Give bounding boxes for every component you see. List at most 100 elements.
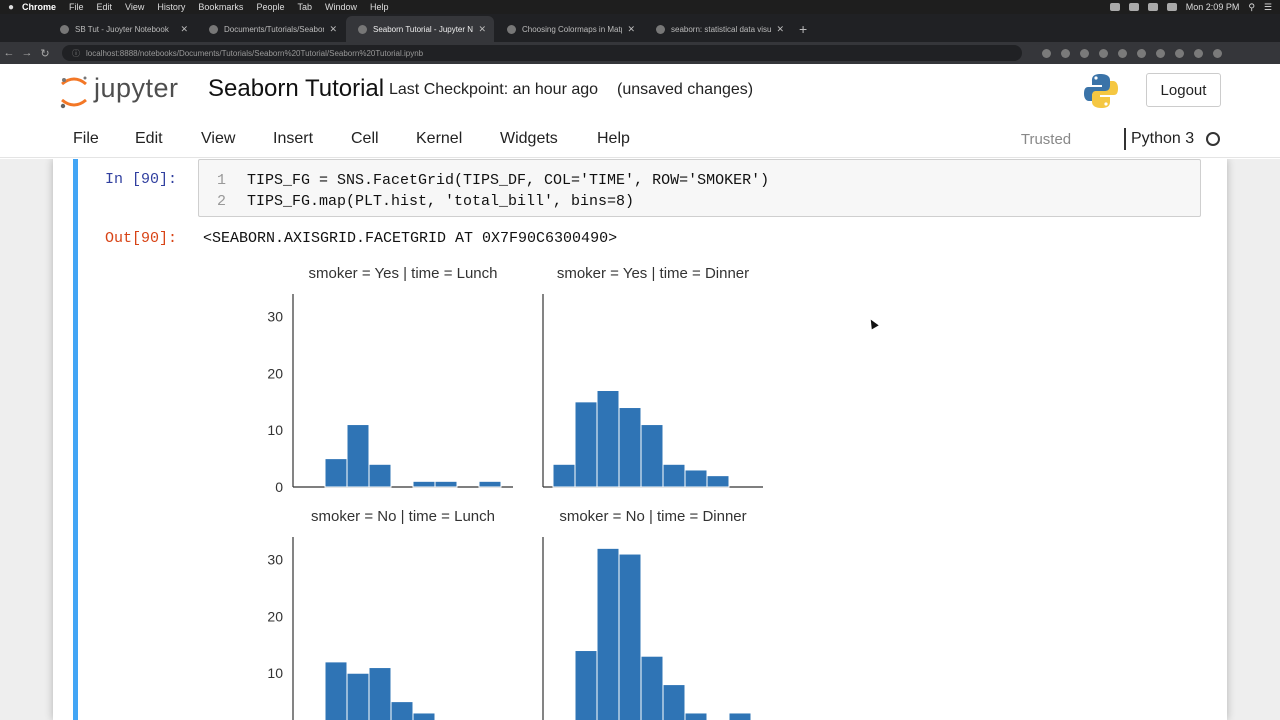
jupyter-logo-text[interactable]: jupyter — [94, 73, 179, 103]
new-tab-button[interactable]: + — [799, 21, 808, 37]
tab-favicon-icon — [507, 24, 516, 34]
histogram-bar — [324, 661, 348, 720]
apple-icon[interactable]: ● — [7, 1, 15, 13]
menu-file[interactable]: File — [73, 130, 99, 147]
os-menu-bookmarks[interactable]: Bookmarks — [198, 2, 244, 12]
back-icon[interactable]: ← — [3, 47, 15, 59]
chrome-menu-icon[interactable] — [1213, 48, 1222, 58]
menu-kernel[interactable]: Kernel — [416, 130, 463, 147]
output-prompt: Out[90]: — [105, 230, 178, 247]
notification-center-icon[interactable]: ☰ — [1263, 1, 1272, 12]
histogram-bar — [684, 469, 708, 488]
os-menu-edit[interactable]: Edit — [96, 2, 113, 12]
reload-icon[interactable]: ↻ — [40, 47, 50, 60]
browser-tab[interactable]: Choosing Colormaps in Matp ✕ — [495, 16, 643, 42]
zoom-icon[interactable] — [1042, 48, 1051, 58]
menu-cell[interactable]: Cell — [351, 130, 379, 147]
y-tick-label: 30 — [267, 309, 283, 325]
code-editor[interactable]: 1 2 TIPS_FG = SNS.FacetGrid(TIPS_DF, COL… — [198, 159, 1201, 217]
notebook-container[interactable]: In [90]: 1 2 TIPS_FG = SNS.FacetGrid(TIP… — [0, 159, 1280, 720]
histogram-bar — [618, 407, 642, 488]
extension-icon[interactable] — [1137, 48, 1146, 58]
tab-title: Choosing Colormaps in Matp — [522, 24, 622, 34]
line-number: 1 — [217, 172, 227, 189]
address-bar[interactable]: ⓘ localhost:8888/notebooks/Documents/Tut… — [62, 45, 1022, 61]
os-menu-window[interactable]: Window — [324, 2, 357, 12]
browser-tab[interactable]: SB Tut - Juoyter Notebook ✕ — [48, 16, 196, 42]
tab-favicon-icon — [656, 24, 665, 34]
facet-grid-plot: smoker = Yes | time = Lunch 0 10 20 30 smoker… — [267, 265, 763, 720]
extension-icon[interactable] — [1118, 48, 1127, 58]
menu-insert[interactable]: Insert — [273, 130, 314, 147]
wifi-icon[interactable] — [1147, 3, 1158, 11]
facet-title: smoker = Yes | time = Dinner — [557, 265, 749, 282]
os-clock[interactable]: Mon 2:09 PM — [1185, 2, 1240, 12]
site-info-icon[interactable]: ⓘ — [72, 48, 80, 58]
jupyter-menu-bar: File Edit View Insert Cell Kernel Widget… — [0, 118, 1280, 158]
histogram-bar — [706, 475, 730, 488]
histogram-bar — [346, 672, 370, 720]
tab-close-icon[interactable]: ✕ — [776, 24, 784, 34]
facet-title: smoker = No | time = Lunch — [311, 508, 495, 525]
autosave-status: (unsaved changes) — [617, 81, 754, 98]
battery-icon[interactable] — [1128, 3, 1139, 11]
checkpoint-status: Last Checkpoint: an hour ago — [389, 81, 599, 98]
os-menu-bar: ● Chrome File Edit View History Bookmark… — [0, 0, 1280, 14]
extension-icon[interactable] — [1080, 48, 1089, 58]
histogram-bar — [434, 480, 458, 488]
tab-close-icon[interactable]: ✕ — [478, 24, 486, 34]
python-logo-icon — [1084, 74, 1118, 108]
y-tick-label: 20 — [267, 608, 283, 624]
y-tick-label: 10 — [267, 422, 283, 438]
spotlight-icon[interactable]: ⚲ — [1248, 1, 1255, 12]
tab-close-icon[interactable]: ✕ — [329, 24, 337, 34]
os-menu-people[interactable]: People — [256, 2, 285, 12]
browser-tab-active[interactable]: Seaborn Tutorial - Jupyter Not ✕ — [346, 16, 494, 42]
os-menu-tab[interactable]: Tab — [297, 2, 312, 12]
tab-title: Seaborn Tutorial - Jupyter Not — [373, 24, 473, 34]
histogram-bar — [640, 655, 664, 720]
forward-icon[interactable]: → — [21, 47, 33, 59]
browser-tab[interactable]: Documents/Tutorials/Seaborn ✕ — [197, 16, 345, 42]
facet-title: smoker = No | time = Dinner — [559, 508, 746, 525]
logout-button[interactable]: Logout — [1146, 73, 1221, 107]
menu-view[interactable]: View — [201, 130, 236, 147]
histogram-bar — [640, 424, 664, 488]
histogram-bar — [412, 480, 436, 488]
notebook-page: In [90]: 1 2 TIPS_FG = SNS.FacetGrid(TIP… — [53, 159, 1227, 720]
histogram-bar — [368, 463, 392, 488]
facet-title: smoker = Yes | time = Lunch — [308, 265, 497, 282]
extension-icon[interactable] — [1099, 48, 1108, 58]
os-menu-file[interactable]: File — [69, 2, 84, 12]
os-menu-help[interactable]: Help — [370, 2, 389, 12]
extension-icon[interactable] — [1175, 48, 1184, 58]
os-menu-history[interactable]: History — [157, 2, 186, 12]
tab-close-icon[interactable]: ✕ — [627, 24, 635, 34]
code-line[interactable]: TIPS_FG.map(PLT.hist, 'total_bill', bins… — [247, 193, 635, 210]
menu-help[interactable]: Help — [597, 130, 630, 147]
menu-edit[interactable]: Edit — [135, 130, 163, 147]
code-line[interactable]: TIPS_FG = SNS.FacetGrid(TIPS_DF, COL='TI… — [247, 172, 770, 189]
url-text: localhost:8888/notebooks/Documents/Tutor… — [86, 48, 424, 58]
volume-icon[interactable] — [1166, 3, 1177, 11]
menu-widgets[interactable]: Widgets — [500, 130, 558, 147]
y-tick-label: 20 — [267, 365, 283, 381]
notebook-name[interactable]: Seaborn Tutorial — [208, 75, 385, 102]
extension-icon[interactable] — [1156, 48, 1165, 58]
tab-favicon-icon — [60, 24, 69, 34]
bookmark-star-icon[interactable] — [1061, 48, 1070, 58]
browser-tab[interactable]: seaborn: statistical data visu ✕ — [644, 16, 792, 42]
trusted-indicator[interactable]: Trusted — [1020, 130, 1072, 148]
os-menu-view[interactable]: View — [125, 2, 145, 12]
jupyter-logo-icon[interactable] — [58, 74, 90, 110]
line-number: 2 — [217, 193, 227, 210]
histogram-bar — [552, 463, 576, 488]
cloud-icon[interactable] — [1109, 3, 1120, 11]
tab-close-icon[interactable]: ✕ — [180, 24, 188, 34]
tab-title: seaborn: statistical data visu — [671, 24, 771, 34]
os-menu-app[interactable]: Chrome — [22, 2, 57, 12]
histogram-bar — [684, 712, 708, 720]
profile-icon[interactable] — [1194, 48, 1203, 58]
histogram-bar — [368, 667, 392, 720]
jupyter-header: jupyter Seaborn Tutorial Last Checkpoint… — [0, 64, 1280, 116]
